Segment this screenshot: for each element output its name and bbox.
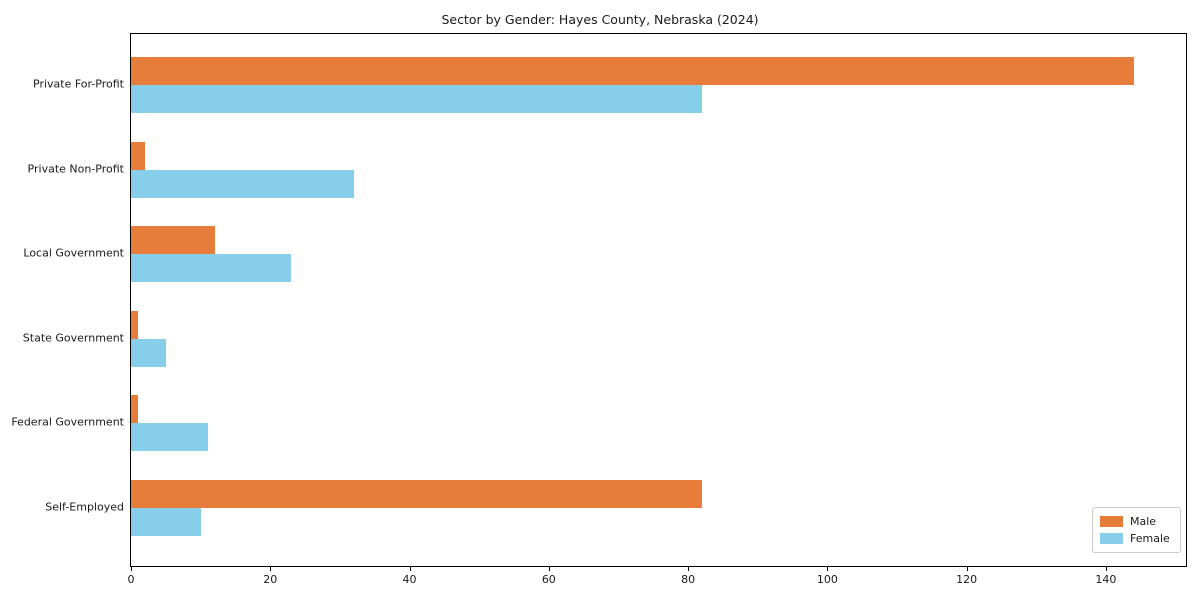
x-tick-label-80: 80	[681, 573, 696, 586]
plot-area	[130, 33, 1187, 567]
x-tick-mark-0	[131, 567, 132, 571]
bar-male-self-employed	[131, 479, 703, 508]
x-tick-mark-140	[1105, 567, 1107, 571]
bar-female-local-government	[131, 254, 292, 282]
x-tick-label-40: 40	[402, 573, 417, 586]
y-axis-label-private-non-profit: Private Non-Profit	[27, 162, 124, 175]
bar-male-local-government	[131, 226, 215, 254]
legend-item-male: Male	[1100, 513, 1180, 530]
x-tick-label-100: 100	[816, 573, 838, 586]
y-axis-label-local-government: Local Government	[23, 246, 124, 260]
x-tick-mark-60	[548, 567, 550, 571]
legend-swatch-male	[1100, 516, 1123, 527]
x-tick-label-0: 0	[127, 573, 135, 586]
bar-male-private-for-profit	[131, 57, 1134, 85]
x-tick-mark-100	[827, 567, 829, 571]
legend-label-female: Female	[1130, 532, 1170, 545]
chart-title: Sector by Gender: Hayes County, Nebraska…	[441, 12, 759, 27]
x-tick-mark-80	[688, 567, 690, 571]
bar-male-federal-government	[131, 395, 138, 423]
y-axis-label-state-government: State Government	[22, 331, 124, 344]
x-tick-label-60: 60	[541, 573, 556, 586]
x-tick-label-120: 120	[956, 573, 978, 586]
x-tick-mark-40	[409, 567, 411, 571]
legend-item-female: Female	[1100, 530, 1180, 547]
legend-swatch-female	[1100, 533, 1123, 544]
legend: Male Female	[1092, 507, 1181, 553]
legend-label-male: Male	[1130, 515, 1157, 528]
x-tick-label-140: 140	[1095, 573, 1117, 586]
bar-female-private-non-profit	[131, 169, 354, 198]
y-axis-label-self-employed: Self-Employed	[45, 500, 124, 513]
bar-female-federal-government	[131, 423, 208, 451]
x-tick-label-20: 20	[263, 573, 278, 586]
x-tick-mark-120	[966, 567, 968, 571]
bar-male-state-government	[131, 310, 138, 339]
bar-female-self-employed	[131, 507, 201, 536]
bar-male-private-non-profit	[131, 141, 145, 170]
bar-female-state-government	[131, 338, 166, 367]
x-tick-mark-20	[270, 567, 272, 571]
y-axis-label-federal-government: Federal Government	[11, 415, 124, 429]
bar-female-private-for-profit	[131, 85, 703, 113]
y-axis-label-private-for-profit: Private For-Profit	[33, 77, 124, 91]
